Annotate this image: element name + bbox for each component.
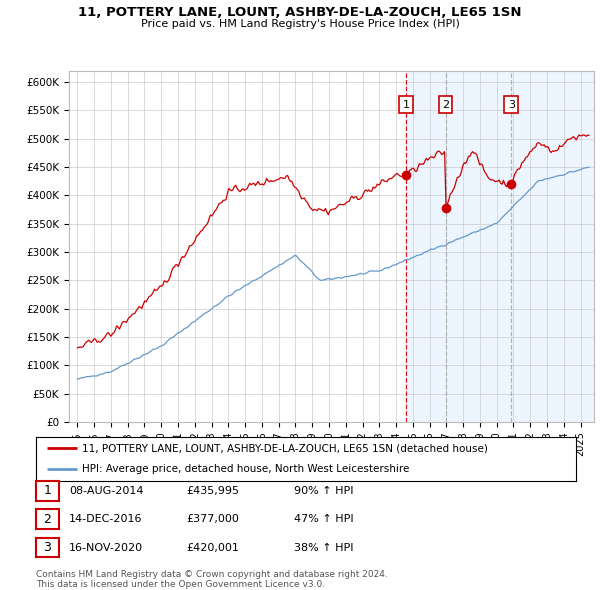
Text: £377,000: £377,000	[186, 514, 239, 524]
Text: Price paid vs. HM Land Registry's House Price Index (HPI): Price paid vs. HM Land Registry's House …	[140, 19, 460, 29]
Bar	[406, 71, 594, 422]
Text: 3: 3	[508, 100, 515, 110]
Text: 1: 1	[43, 484, 52, 497]
Text: 3: 3	[43, 541, 52, 554]
Text: 2: 2	[442, 100, 449, 110]
Text: 08-AUG-2014: 08-AUG-2014	[69, 486, 143, 496]
Text: £435,995: £435,995	[186, 486, 239, 496]
Text: £420,001: £420,001	[186, 543, 239, 552]
Text: 47% ↑ HPI: 47% ↑ HPI	[294, 514, 353, 524]
Text: 38% ↑ HPI: 38% ↑ HPI	[294, 543, 353, 552]
Text: 90% ↑ HPI: 90% ↑ HPI	[294, 486, 353, 496]
Text: This data is licensed under the Open Government Licence v3.0.: This data is licensed under the Open Gov…	[36, 579, 325, 589]
Text: 14-DEC-2016: 14-DEC-2016	[69, 514, 143, 524]
Text: 11, POTTERY LANE, LOUNT, ASHBY-DE-LA-ZOUCH, LE65 1SN (detached house): 11, POTTERY LANE, LOUNT, ASHBY-DE-LA-ZOU…	[82, 443, 488, 453]
Text: 11, POTTERY LANE, LOUNT, ASHBY-DE-LA-ZOUCH, LE65 1SN: 11, POTTERY LANE, LOUNT, ASHBY-DE-LA-ZOU…	[78, 6, 522, 19]
Text: Contains HM Land Registry data © Crown copyright and database right 2024.: Contains HM Land Registry data © Crown c…	[36, 570, 388, 579]
Text: 2: 2	[43, 513, 52, 526]
Text: 16-NOV-2020: 16-NOV-2020	[69, 543, 143, 552]
Text: HPI: Average price, detached house, North West Leicestershire: HPI: Average price, detached house, Nort…	[82, 464, 409, 474]
Text: 1: 1	[403, 100, 410, 110]
